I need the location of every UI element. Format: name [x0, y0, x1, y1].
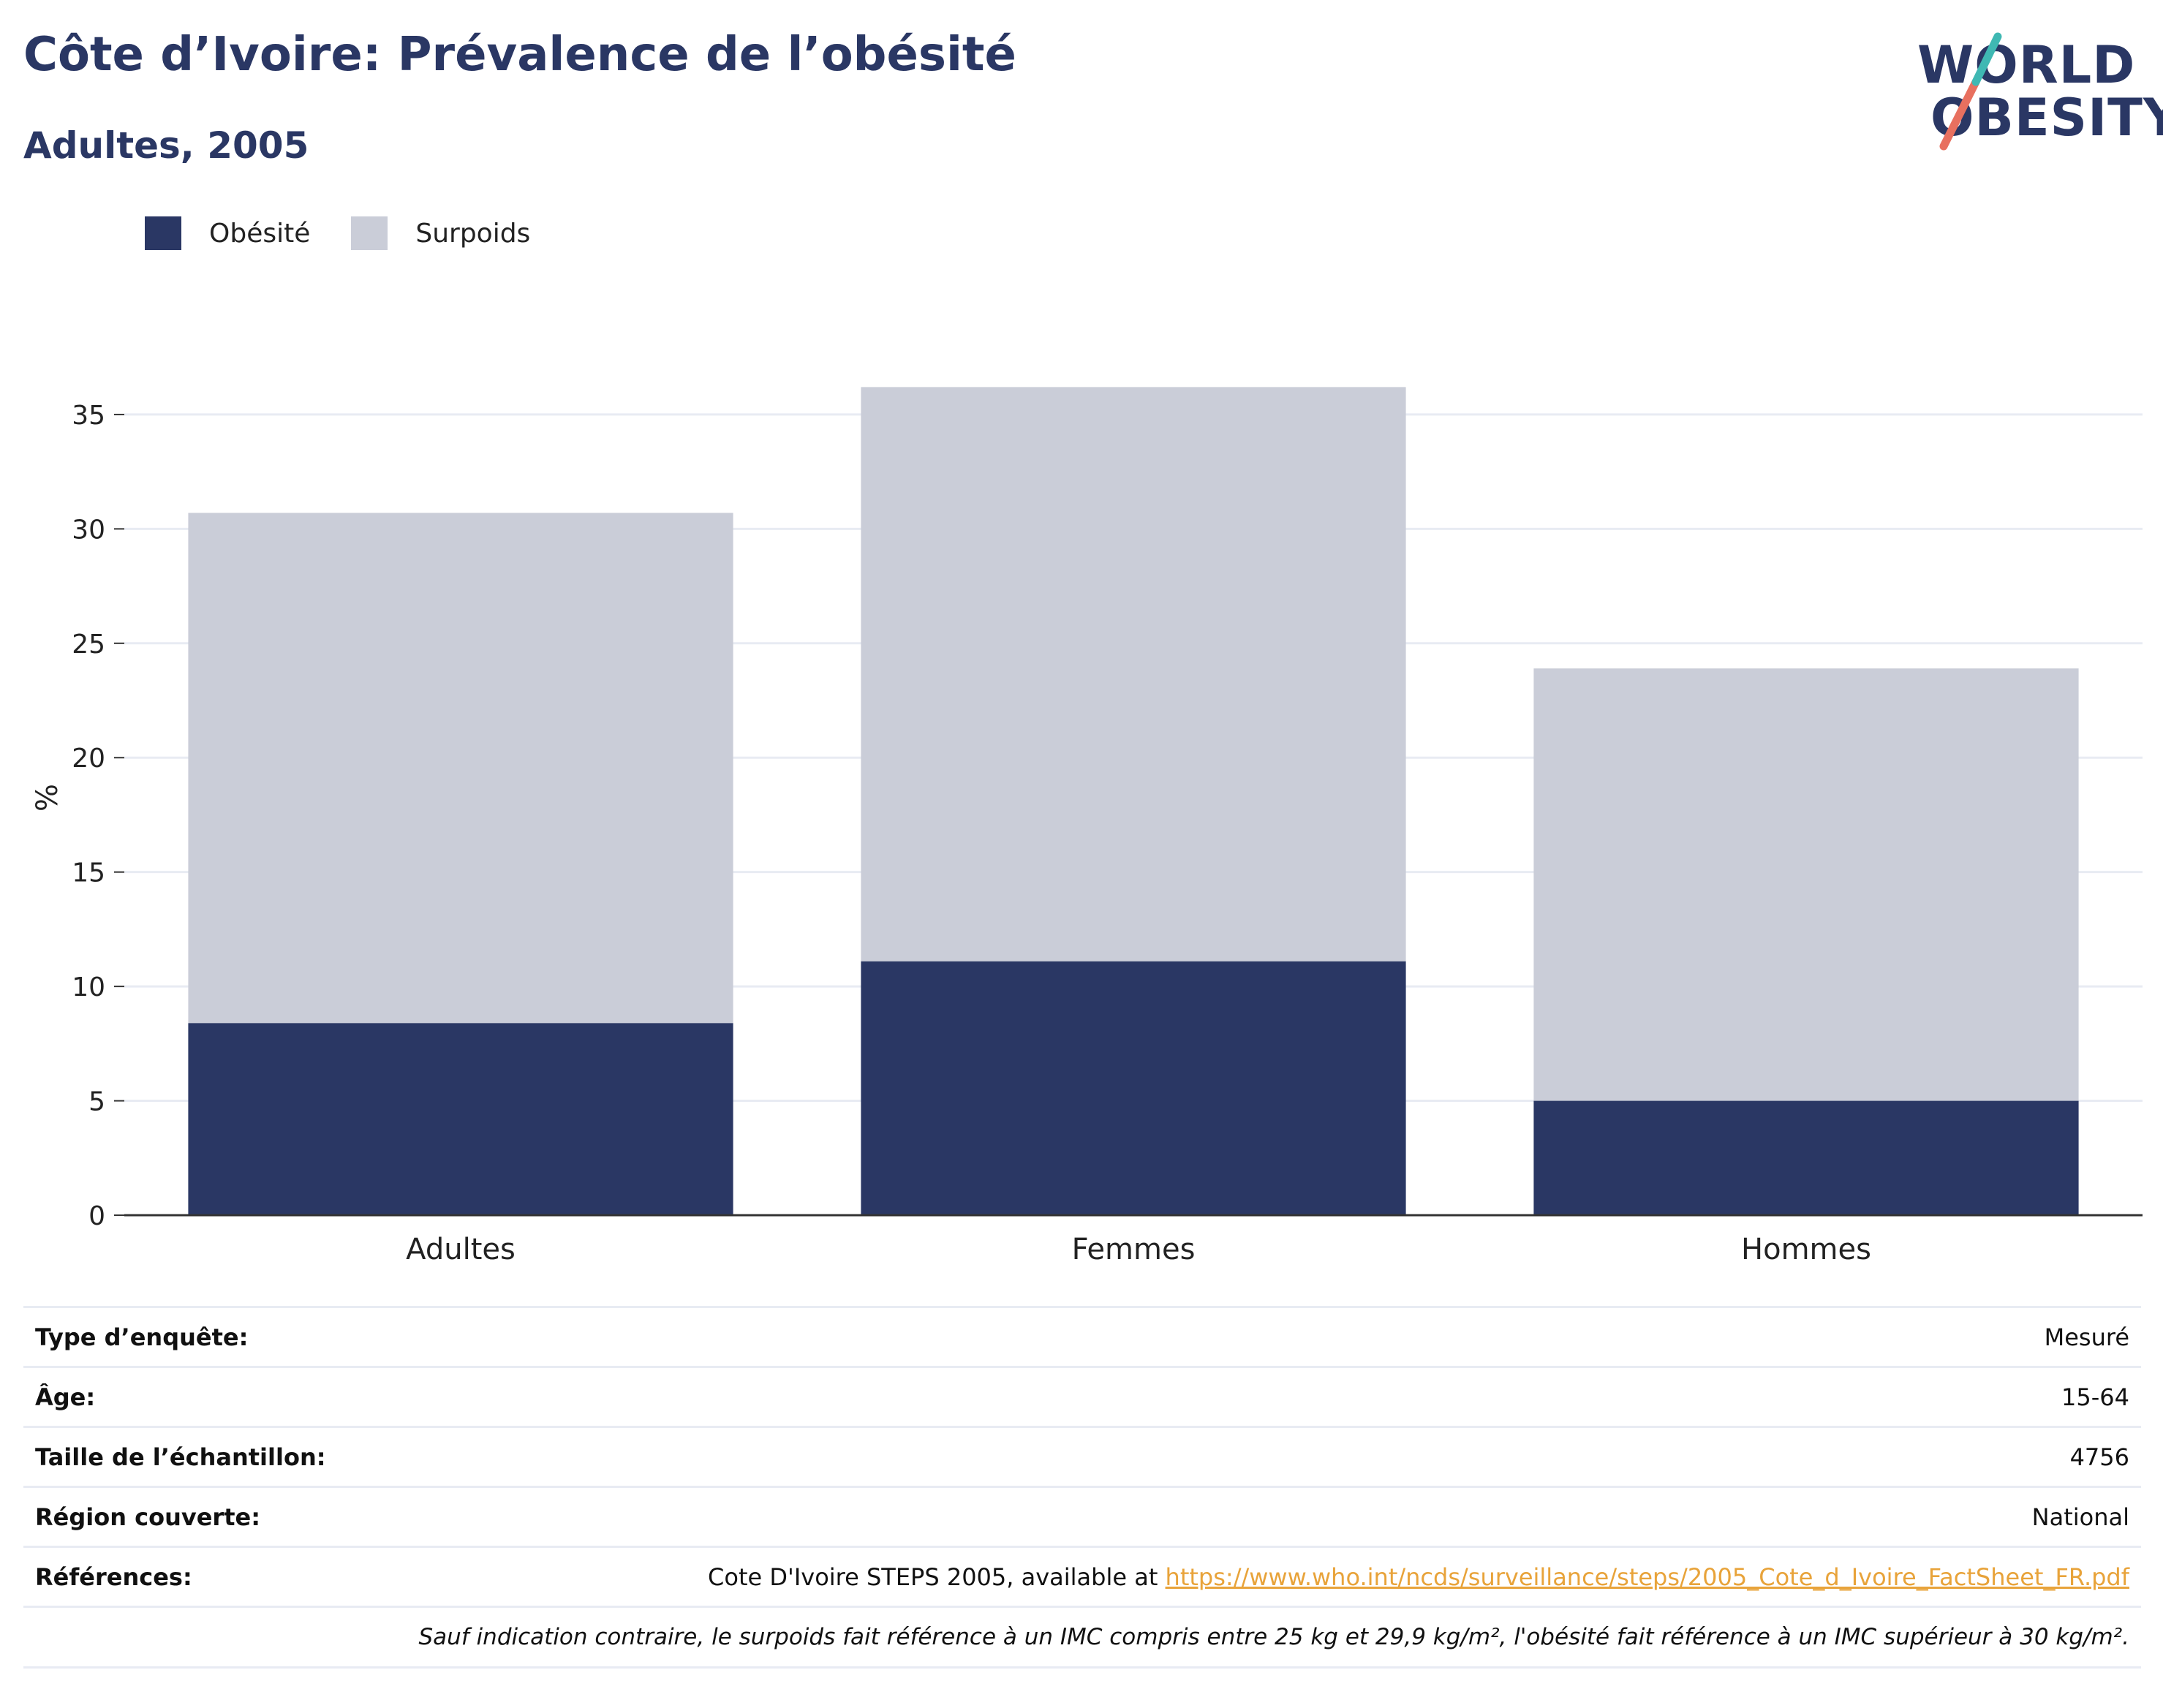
x-category-label: Adultes: [406, 1233, 516, 1266]
bar-overweight-adultes: [188, 513, 733, 1024]
info-label: Taille de l’échantillon:: [35, 1443, 326, 1471]
y-tick-label: 5: [88, 1087, 105, 1117]
bar-obesity-adultes: [188, 1023, 733, 1215]
chart-subtitle: Adultes, 2005: [23, 124, 309, 167]
info-row-age: Âge: 15-64: [23, 1366, 2141, 1426]
info-value: 15-64: [2061, 1383, 2129, 1411]
y-tick-label: 30: [72, 515, 105, 545]
bar-overweight-femmes: [861, 387, 1406, 961]
reference-link[interactable]: https://www.who.int/ncds/surveillance/st…: [1165, 1562, 2129, 1591]
chart-legend: Obésité Surpoids: [145, 216, 571, 250]
y-tick-label: 35: [72, 401, 105, 431]
legend-label-overweight: Surpoids: [415, 218, 531, 249]
info-label: Références:: [35, 1562, 192, 1591]
world-obesity-logo: WORLD OBESITY: [1909, 29, 2163, 154]
legend-label-obesity: Obésité: [209, 218, 311, 249]
y-tick-label: 25: [72, 630, 105, 660]
bar-obesity-hommes: [1533, 1100, 2079, 1215]
info-value: 4756: [2069, 1443, 2129, 1471]
x-category-label: Femmes: [1072, 1233, 1196, 1266]
y-tick-label: 0: [88, 1201, 105, 1231]
logo-slash-icon: [1939, 32, 2002, 151]
info-row-sample-size: Taille de l’échantillon: 4756: [23, 1426, 2141, 1486]
legend-item-overweight[interactable]: Surpoids: [351, 216, 530, 250]
info-row-region: Région couverte: National: [23, 1486, 2141, 1546]
legend-swatch-obesity: [145, 216, 181, 250]
x-category-label: Hommes: [1741, 1233, 1871, 1266]
bar-obesity-femmes: [861, 961, 1406, 1215]
footnote: Sauf indication contraire, le surpoids f…: [23, 1606, 2141, 1669]
survey-info-table: Type d’enquête: Mesuré Âge: 15-64 Taille…: [23, 1306, 2141, 1669]
info-label: Région couverte:: [35, 1503, 260, 1531]
y-tick-label: 20: [72, 744, 105, 774]
info-row-survey-type: Type d’enquête: Mesuré: [23, 1306, 2141, 1366]
info-label: Âge:: [35, 1383, 96, 1411]
info-value: National: [2031, 1503, 2129, 1531]
info-value: Mesuré: [2044, 1323, 2129, 1351]
reference-text: Cote D'Ivoire STEPS 2005, available at: [708, 1562, 1166, 1591]
chart-title: Côte d’Ivoire: Prévalence de l’obésité: [23, 28, 1016, 82]
info-label: Type d’enquête:: [35, 1323, 249, 1351]
y-tick-label: 15: [72, 858, 105, 888]
info-value: Cote D'Ivoire STEPS 2005, available at h…: [708, 1563, 2129, 1591]
logo-word-world: WORLD: [1917, 35, 2136, 95]
bar-chart: 0 5 10 15 20 25 30 35% Adultes Femmes Hommes: [31, 387, 2143, 1266]
legend-item-obesity[interactable]: Obésité: [145, 216, 310, 250]
bar-overweight-hommes: [1533, 668, 2079, 1101]
info-row-references: Références: Cote D'Ivoire STEPS 2005, av…: [23, 1546, 2141, 1606]
y-tick-label: 10: [72, 972, 105, 1002]
y-axis-label: %: [31, 784, 64, 812]
legend-swatch-overweight: [351, 216, 388, 250]
